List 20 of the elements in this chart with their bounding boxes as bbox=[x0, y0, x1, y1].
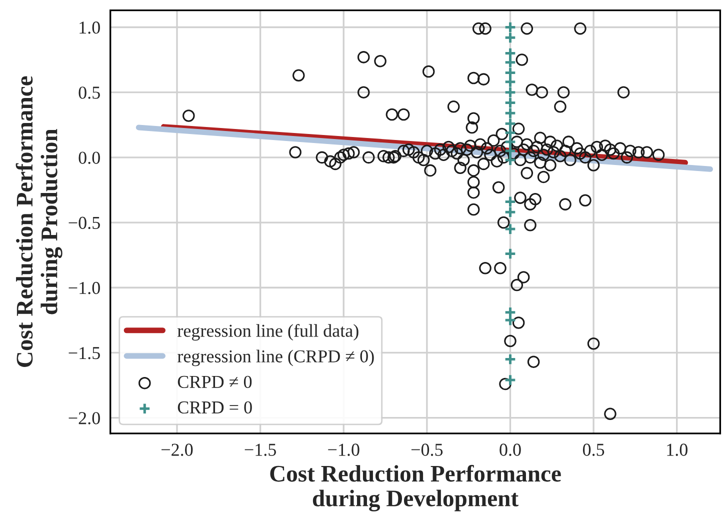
x-tick-label: 0.5 bbox=[582, 444, 604, 456]
x-tick-label: −2.0 bbox=[162, 444, 193, 456]
y-tick-label: 0.0 bbox=[78, 152, 100, 164]
y-tick-label: −2.0 bbox=[68, 412, 100, 424]
legend-label: regression line (full data) bbox=[178, 324, 358, 341]
x-axis-title: Cost Reduction Performance during Development bbox=[270, 464, 561, 512]
x-tick-label: −1.5 bbox=[244, 444, 276, 456]
y-tick-label: 0.5 bbox=[78, 86, 100, 99]
y-tick-label: −0.5 bbox=[68, 216, 100, 230]
legend-label: regression line (CRPD ≠ 0) bbox=[178, 350, 374, 366]
x-tick-label: −0.5 bbox=[411, 444, 443, 456]
y-tick-label: −1.5 bbox=[68, 347, 100, 360]
x-tick-label: 1.0 bbox=[667, 444, 688, 456]
legend-label: CRPD ≠ 0 bbox=[178, 376, 252, 388]
y-tick-label: 1.0 bbox=[80, 22, 100, 34]
x-tick-label: −1.0 bbox=[328, 444, 360, 456]
y-axis-title: Cost Reduction Performance during Production bbox=[16, 76, 62, 367]
x-tick-label: 0.0 bbox=[500, 444, 521, 456]
y-tick-label: −1.0 bbox=[68, 282, 100, 294]
legend-label: CRPD = 0 bbox=[178, 401, 252, 414]
